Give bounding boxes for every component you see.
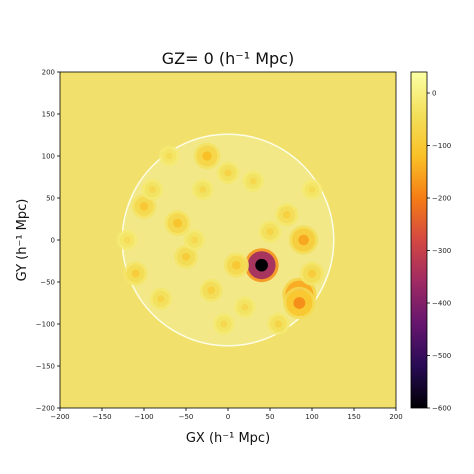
x-tick-label: −100 bbox=[134, 413, 153, 421]
density-peak bbox=[123, 236, 131, 244]
chart-title: GZ= 0 (h⁻¹ Mpc) bbox=[162, 49, 294, 68]
density-peak bbox=[249, 177, 257, 185]
x-tick-label: −200 bbox=[50, 413, 69, 421]
density-peak bbox=[173, 218, 183, 228]
density-peak bbox=[165, 152, 173, 160]
density-peak bbox=[293, 297, 306, 309]
colorbar-tick-label: −600 bbox=[432, 405, 451, 413]
colorbar-tick-label: −400 bbox=[432, 300, 451, 308]
colorbar-tick-label: −100 bbox=[432, 142, 451, 150]
density-peak bbox=[148, 186, 156, 194]
colorbar: 0 −100 −200 −300 −400 −500 −600 bbox=[410, 71, 451, 413]
colorbar-tick-label: −200 bbox=[432, 195, 451, 203]
density-peak bbox=[232, 260, 241, 270]
plot-area bbox=[59, 71, 397, 409]
x-tick-label: 100 bbox=[305, 413, 318, 421]
x-tick-label: 150 bbox=[347, 413, 360, 421]
y-tick-label: −200 bbox=[36, 405, 55, 413]
density-peak bbox=[282, 210, 291, 219]
density-peak bbox=[274, 320, 283, 328]
density-peak bbox=[139, 202, 149, 211]
y-axis-label: GY (h⁻¹ Mpc) bbox=[15, 199, 30, 282]
colorbar-tick-label: 0 bbox=[432, 90, 436, 98]
y-tick-label: 200 bbox=[42, 69, 55, 77]
density-peak bbox=[190, 236, 198, 244]
density-peak bbox=[308, 186, 316, 193]
y-tick-label: 50 bbox=[46, 195, 55, 203]
density-peak bbox=[207, 286, 216, 295]
x-tick-label: −150 bbox=[92, 413, 111, 421]
colorbar-tick-label: −500 bbox=[432, 352, 451, 360]
density-peak bbox=[181, 252, 191, 261]
density-peak bbox=[298, 234, 309, 246]
y-axis: −200 −150 −100 −50 0 50 100 150 200 bbox=[36, 69, 60, 413]
heatmap-layer bbox=[116, 133, 335, 347]
x-axis-label: GX (h⁻¹ Mpc) bbox=[186, 431, 270, 446]
y-tick-label: 0 bbox=[51, 237, 55, 245]
y-tick-label: 100 bbox=[42, 153, 55, 161]
density-peak bbox=[241, 303, 249, 311]
x-tick-label: 200 bbox=[389, 413, 402, 421]
density-peak bbox=[131, 269, 140, 278]
density-peak bbox=[220, 320, 228, 328]
survey-region bbox=[123, 135, 333, 345]
colorbar-frame bbox=[410, 71, 428, 409]
y-tick-label: −150 bbox=[36, 363, 55, 371]
colorbar-ticks: 0 −100 −200 −300 −400 −500 −600 bbox=[427, 90, 451, 413]
colorbar-fill bbox=[411, 72, 427, 408]
y-tick-label: −100 bbox=[36, 321, 55, 329]
density-peak bbox=[255, 258, 268, 272]
x-tick-label: 0 bbox=[226, 413, 230, 421]
y-tick-label: −50 bbox=[40, 279, 55, 287]
colorbar-tick-label: −300 bbox=[432, 247, 451, 255]
x-axis: −200 −150 −100 −50 0 50 100 150 200 bbox=[50, 408, 403, 421]
x-tick-label: −50 bbox=[179, 413, 194, 421]
density-peak bbox=[199, 186, 207, 194]
density-peak bbox=[266, 227, 274, 236]
y-tick-label: 150 bbox=[42, 111, 55, 119]
density-peak bbox=[202, 151, 212, 161]
x-tick-label: 50 bbox=[266, 413, 275, 421]
density-peak bbox=[307, 269, 317, 278]
density-peak bbox=[224, 169, 232, 177]
density-peak bbox=[157, 295, 165, 303]
